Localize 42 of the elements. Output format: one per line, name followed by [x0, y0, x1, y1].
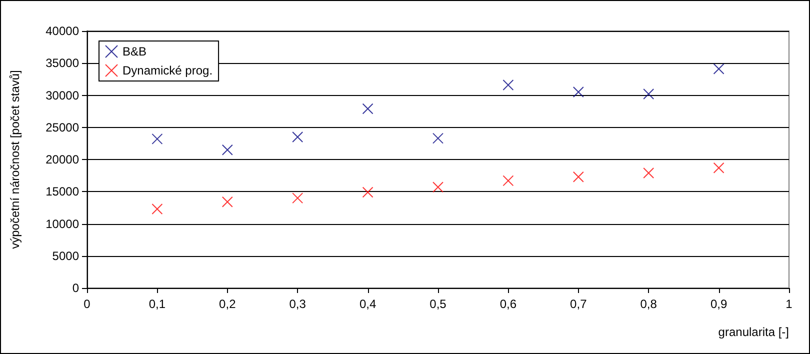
- x-tick-label: 1: [786, 297, 793, 311]
- point: [502, 175, 514, 186]
- point: [432, 182, 444, 193]
- point: [572, 171, 584, 182]
- point: [292, 132, 304, 143]
- x-tick-label: 0,1: [148, 297, 166, 311]
- point: [292, 192, 304, 204]
- point: [362, 186, 374, 198]
- legend-label: Dynamické prog.: [122, 64, 213, 78]
- y-axis-title: výpočetní náročnost [počet stavů]: [8, 70, 22, 249]
- point: [152, 133, 163, 144]
- point: [572, 86, 584, 98]
- x-tick-label: 0,7: [570, 297, 588, 311]
- y-tick-label: 30000: [46, 88, 80, 102]
- y-tick-label: 15000: [46, 184, 80, 199]
- point: [432, 132, 444, 144]
- point: [222, 196, 233, 208]
- point: [643, 88, 654, 100]
- point: [222, 144, 233, 156]
- y-tick-label: 40000: [46, 24, 80, 38]
- point: [643, 167, 654, 178]
- point: [362, 103, 374, 114]
- point: [713, 162, 724, 174]
- x-tick-label: 0,6: [500, 297, 517, 311]
- y-tick-label: 0: [72, 281, 80, 295]
- x-tick-label: 0,2: [219, 297, 236, 311]
- y-tick-label: 20000: [46, 152, 80, 166]
- y-tick-label: 10000: [46, 216, 80, 231]
- y-tick-label: 5000: [52, 248, 80, 263]
- y-tick-label: 25000: [46, 120, 80, 134]
- legend-label: B&B: [122, 44, 147, 58]
- x-tick-label: 0,9: [710, 297, 728, 311]
- x-axis-title: granularita [-]: [718, 325, 789, 339]
- x-tick-label: 0,8: [640, 297, 658, 311]
- point: [152, 203, 163, 214]
- point: [502, 79, 514, 90]
- x-tick-label: 0,4: [359, 297, 376, 311]
- point: [713, 63, 724, 74]
- y-tick-label: 35000: [46, 56, 80, 70]
- x-tick-label: 0,3: [289, 297, 306, 311]
- x-tick-label: 0,5: [430, 297, 447, 311]
- x-tick-label: 0: [84, 297, 91, 311]
